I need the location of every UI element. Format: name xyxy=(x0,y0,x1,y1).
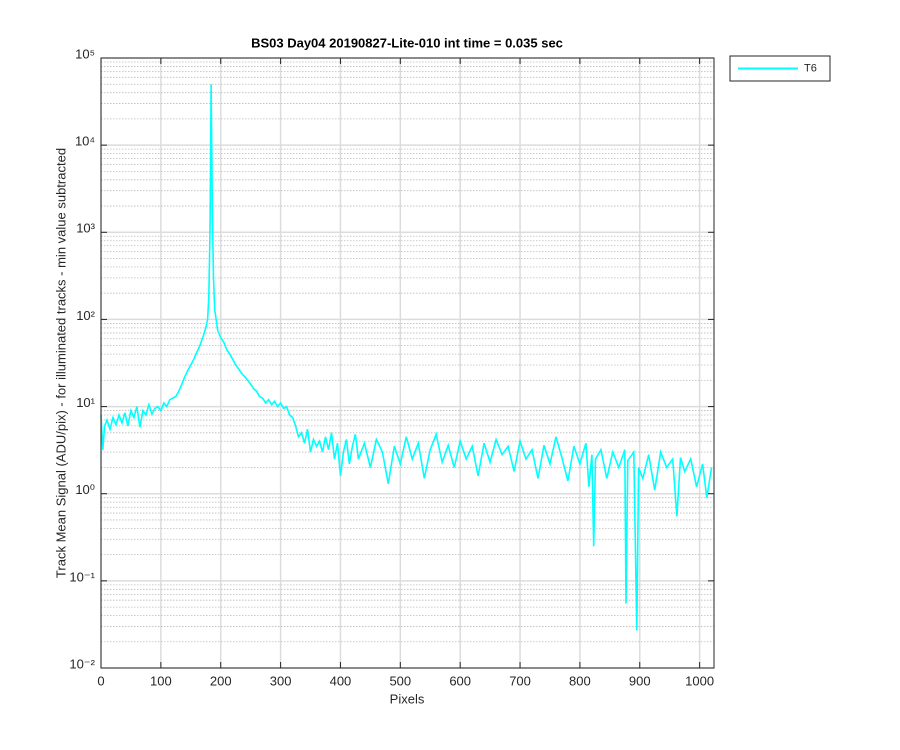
x-tick-label: 900 xyxy=(629,673,651,688)
y-tick-label: 10⁻¹ xyxy=(69,569,95,584)
data-line xyxy=(100,84,713,631)
axes-box xyxy=(100,57,715,669)
x-tick-label: 700 xyxy=(509,673,531,688)
x-tick-label: 300 xyxy=(270,673,292,688)
x-tick-label: 600 xyxy=(449,673,471,688)
y-tick-label: 10⁻² xyxy=(69,656,95,671)
y-tick-label: 10² xyxy=(76,308,95,323)
x-tick-label: 800 xyxy=(569,673,591,688)
y-tick-label: 10⁴ xyxy=(75,134,95,149)
x-tick-label: 0 xyxy=(97,673,104,688)
y-tick-label: 10⁰ xyxy=(75,482,95,497)
y-tick-label: 10¹ xyxy=(76,395,95,410)
x-axis-label: Pixels xyxy=(390,691,425,706)
x-tick-label: 200 xyxy=(210,673,232,688)
y-tick-label: 10³ xyxy=(76,221,95,236)
x-tick-label: 100 xyxy=(150,673,172,688)
chart-title: BS03 Day04 20190827-Lite-010 int time = … xyxy=(251,35,563,50)
x-tick-label: 400 xyxy=(330,673,352,688)
x-tick-label: 1000 xyxy=(685,673,714,688)
x-tick-label: 500 xyxy=(389,673,411,688)
y-tick-label: 10⁵ xyxy=(75,46,95,61)
legend-label: T6 xyxy=(804,62,817,74)
y-axis-label: Track Mean Signal (ADU/pix) - for illumi… xyxy=(53,148,68,578)
